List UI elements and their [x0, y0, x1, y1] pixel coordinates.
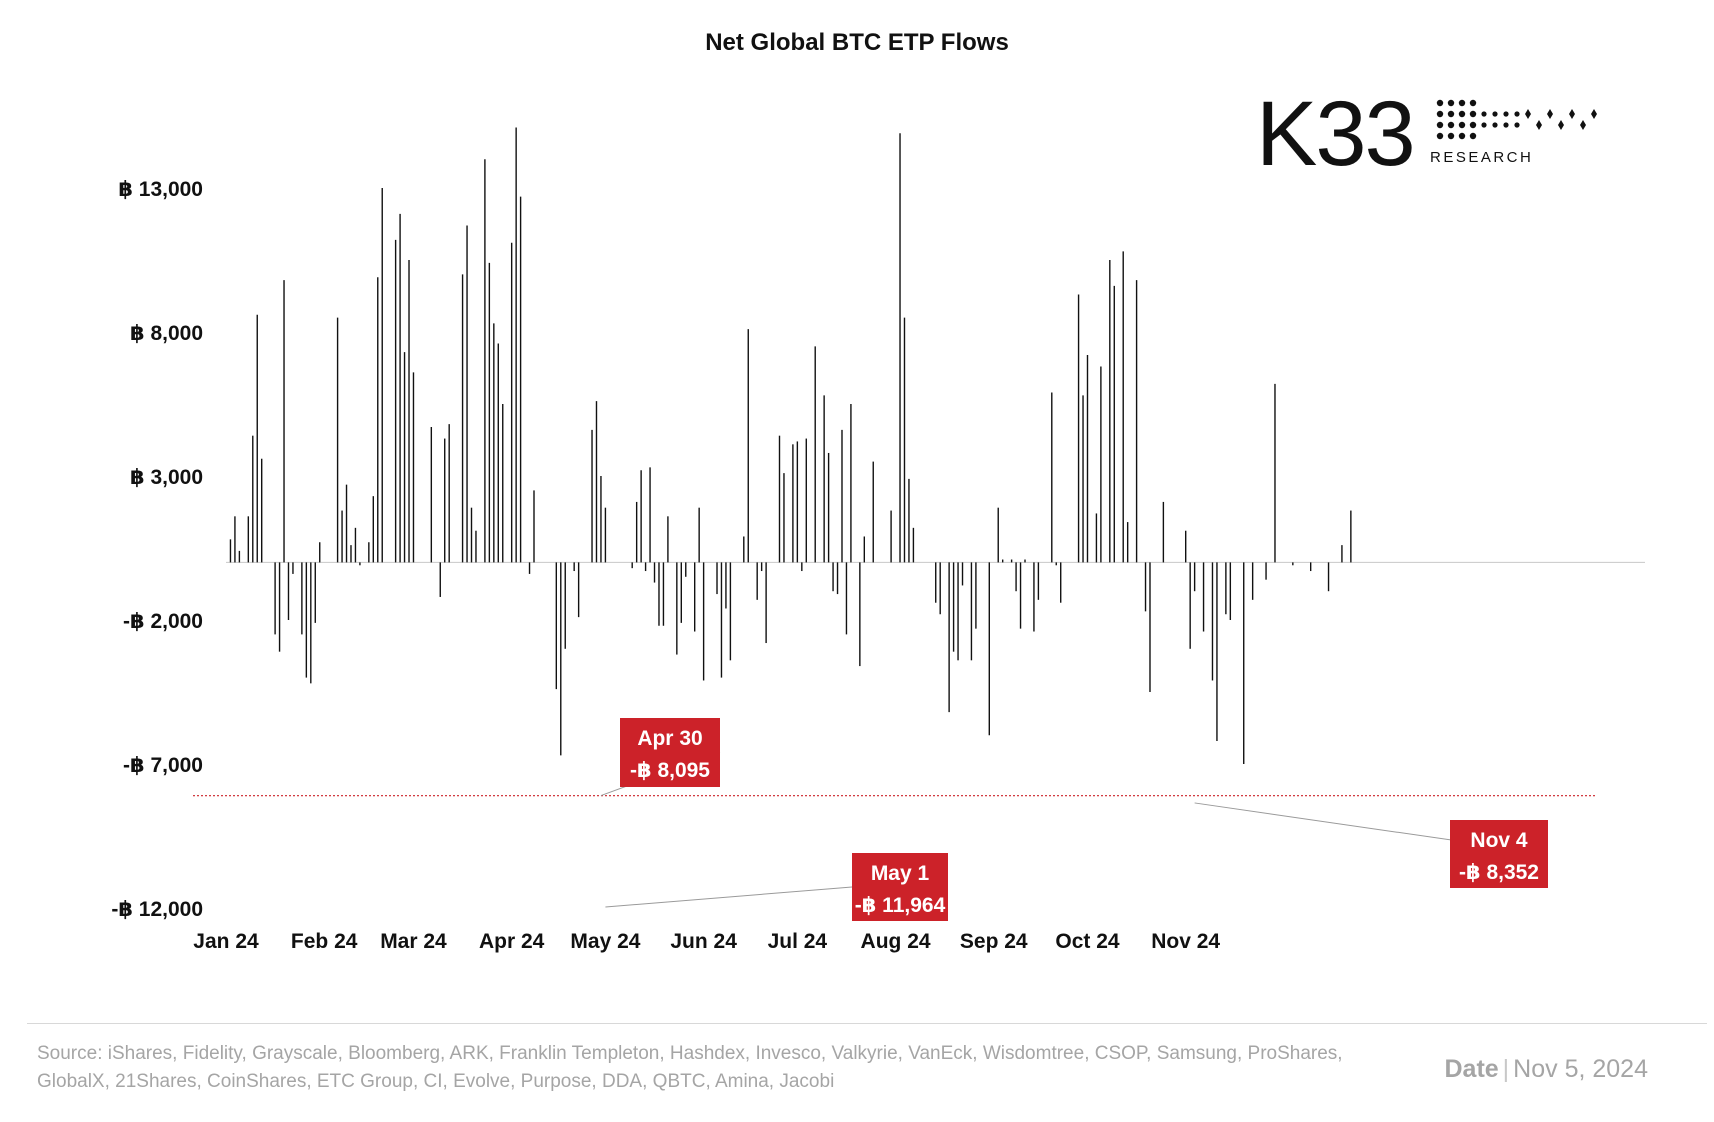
callout-leader	[605, 886, 853, 908]
x-tick-label: Jul 24	[768, 930, 828, 953]
y-tick-label: ฿ 8,000	[130, 322, 203, 345]
callout-value-nov-4: -฿ 8,352	[1459, 861, 1539, 884]
date-label: Date	[1444, 1055, 1499, 1083]
y-tick-label: -฿ 2,000	[123, 610, 203, 633]
date-stamp: Date | Nov 5, 2024	[1444, 1055, 1648, 1084]
x-tick-label: Oct 24	[1055, 930, 1120, 953]
callout-box-may-1	[852, 853, 948, 921]
bars	[229, 127, 1352, 764]
x-tick-label: Apr 24	[479, 930, 545, 953]
logo-k33-text: K33	[1256, 83, 1414, 185]
y-tick-label: -฿ 12,000	[111, 898, 203, 921]
footer-divider	[27, 1023, 1707, 1024]
callout-value-apr-30: -฿ 8,095	[630, 759, 710, 782]
y-tick-label: ฿ 3,000	[130, 466, 203, 489]
logo-research-text: RESEARCH	[1430, 149, 1533, 166]
callout-date-may-1: May 1	[871, 862, 930, 885]
callouts: Apr 30 -฿ 8,095 May 1 -฿ 11,964 Nov 4 -฿ 8,35…	[600, 718, 1549, 921]
chart-title: Net Global BTC ETP Flows	[705, 29, 1009, 56]
date-value: Nov 5, 2024	[1513, 1055, 1648, 1083]
x-tick-label: Jun 24	[670, 930, 737, 953]
y-axis: ฿ 13,000 ฿ 8,000 ฿ 3,000 -฿ 2,000 -฿ 7,000 -฿…	[111, 178, 203, 921]
date-separator: |	[1502, 1055, 1510, 1083]
x-tick-label: Aug 24	[861, 930, 931, 953]
x-tick-label: Nov 24	[1151, 930, 1220, 953]
callout-date-apr-30: Apr 30	[637, 727, 702, 750]
logo-dots-icon	[1436, 99, 1597, 140]
x-tick-label: May 24	[570, 930, 640, 953]
callout-box-nov-4	[1450, 820, 1548, 888]
x-tick-label: Feb 24	[291, 930, 358, 953]
x-tick-label: Mar 24	[380, 930, 447, 953]
x-tick-label: Jan 24	[193, 930, 259, 953]
x-tick-label: Sep 24	[960, 930, 1028, 953]
y-tick-label: -฿ 7,000	[123, 754, 203, 777]
y-tick-label: ฿ 13,000	[118, 178, 203, 201]
callout-box-apr-30	[620, 718, 720, 787]
callout-date-nov-4: Nov 4	[1470, 829, 1528, 852]
source-text: Source: iShares, Fidelity, Grayscale, Bl…	[37, 1043, 1343, 1092]
k33-logo: K33 RESEARCH	[1256, 83, 1597, 185]
x-axis: Jan 24 Feb 24 Mar 24 Apr 24 May 24 Jun 24 Jul …	[193, 930, 1220, 953]
callout-value-may-1: -฿ 11,964	[855, 894, 946, 917]
